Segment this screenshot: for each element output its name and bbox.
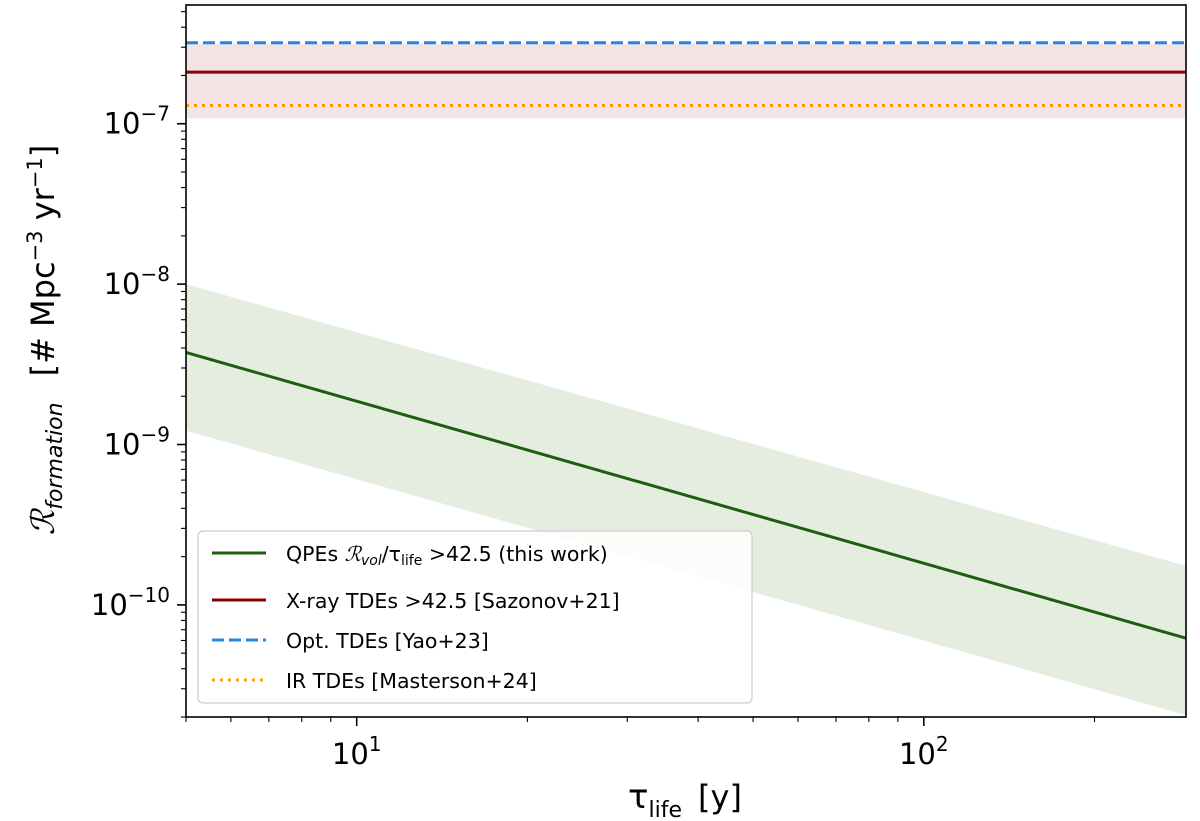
y-tick-exp: −10	[128, 583, 170, 607]
legend-label-qpe: QPEs ℛvol/τlife >42.5 (this work)	[286, 542, 608, 569]
y-tick-base: 10	[104, 267, 141, 301]
x-tick-base: 10	[899, 737, 936, 771]
x-axis-label: τlife [y]	[628, 777, 742, 821]
series-1-band	[186, 43, 1186, 119]
legend-qpe-math-sub: vol	[361, 553, 382, 569]
y-tick-label: 10−10	[91, 583, 170, 622]
y-tick-label: 10−7	[104, 102, 170, 141]
y-axis-label-unit: [# Mpc	[24, 261, 62, 376]
y-axis-label-sub: formation	[43, 402, 68, 509]
series-0-band	[186, 284, 1186, 716]
y-axis-label-end: ]	[24, 145, 62, 157]
y-axis-label-mid: yr	[24, 187, 62, 230]
y-tick-exp: −9	[141, 423, 170, 447]
series-0-line	[185, 351, 1187, 640]
legend: QPEs ℛvol/τlife >42.5 (this work) X-ray …	[197, 530, 753, 704]
x-axis-label-sub: life	[649, 798, 683, 821]
x-axis-ticks: 101 102	[185, 717, 1096, 771]
x-tick-label: 101	[332, 732, 382, 771]
y-tick-label: 10−8	[104, 262, 170, 301]
x-tick-label: 102	[899, 732, 949, 771]
y-axis-label: ℛformation [# Mpc−3 yr−1]	[23, 145, 68, 536]
y-axis-label-main: ℛ	[24, 507, 62, 535]
legend-qpe-mid: /τ	[382, 542, 401, 566]
legend-label-ir: IR TDEs [Masterson+24]	[286, 669, 537, 693]
legend-qpe-prefix: QPEs	[286, 542, 345, 566]
x-tick-exp: 1	[369, 732, 382, 756]
lines-layer	[185, 41, 1187, 640]
y-tick-exp: −8	[141, 262, 170, 286]
y-axis-label-sup1: −3	[23, 230, 47, 261]
x-tick-base: 10	[332, 737, 369, 771]
legend-qpe-math: ℛ	[345, 542, 363, 566]
y-tick-base: 10	[104, 107, 141, 141]
x-axis-label-unit: [y]	[698, 778, 742, 816]
y-tick-base: 10	[104, 428, 141, 462]
y-tick-exp: −7	[141, 102, 170, 126]
x-axis-label-main: τ	[628, 777, 648, 817]
y-axis-label-sup2: −1	[23, 157, 47, 188]
y-tick-label: 10−9	[104, 423, 170, 462]
legend-qpe-suffix: >42.5 (this work)	[422, 542, 607, 566]
legend-box	[197, 530, 753, 704]
y-tick-base: 10	[91, 588, 128, 622]
legend-qpe-mid-sub: life	[401, 553, 422, 569]
legend-label-xray: X-ray TDEs >42.5 [Sazonov+21]	[286, 589, 620, 613]
plot-frame	[185, 4, 1187, 718]
x-tick-exp: 2	[936, 732, 949, 756]
legend-label-opt: Opt. TDEs [Yao+23]	[286, 629, 489, 653]
